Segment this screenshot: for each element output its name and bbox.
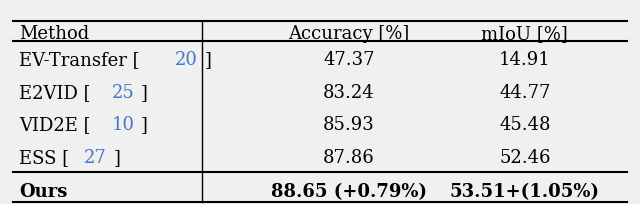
Text: ]: ] [113,148,120,166]
Text: Ours: Ours [19,183,68,201]
Text: 25: 25 [111,84,134,102]
Text: 44.77: 44.77 [499,84,550,102]
Text: 88.65 (+0.79%): 88.65 (+0.79%) [271,183,427,201]
Text: 45.48: 45.48 [499,115,550,133]
Text: mIoU [%]: mIoU [%] [481,24,568,42]
Text: VID2E [: VID2E [ [19,115,91,133]
Text: ]: ] [204,51,211,69]
Text: 53.51+(1.05%): 53.51+(1.05%) [450,183,600,201]
Text: ]: ] [141,115,148,133]
Text: Method: Method [19,24,90,42]
Text: Accuracy [%]: Accuracy [%] [288,24,410,42]
Text: 27: 27 [84,148,107,166]
Text: 14.91: 14.91 [499,51,550,69]
Text: 85.93: 85.93 [323,115,374,133]
Text: 20: 20 [175,51,198,69]
Text: 10: 10 [111,115,134,133]
Text: E2VID [: E2VID [ [19,84,91,102]
Text: EV-Transfer [: EV-Transfer [ [19,51,140,69]
Text: 52.46: 52.46 [499,148,550,166]
Text: ]: ] [141,84,148,102]
Text: ESS [: ESS [ [19,148,69,166]
Text: 47.37: 47.37 [323,51,374,69]
Text: 87.86: 87.86 [323,148,374,166]
Text: 83.24: 83.24 [323,84,374,102]
